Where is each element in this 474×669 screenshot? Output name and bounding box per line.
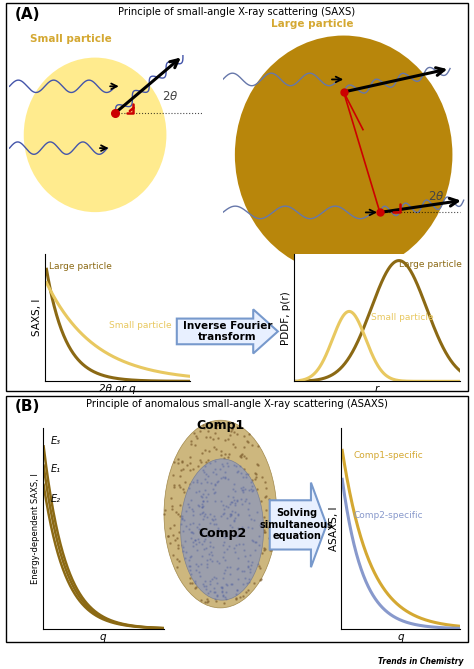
Ellipse shape [181, 459, 264, 600]
Text: Small particle: Small particle [109, 321, 171, 330]
Y-axis label: SAXS, I: SAXS, I [32, 299, 42, 337]
Text: (B): (B) [15, 399, 41, 414]
Y-axis label: Energy-dependent SAXS, I: Energy-dependent SAXS, I [31, 473, 40, 584]
Text: E₁: E₁ [51, 464, 61, 474]
Text: Inverse Fourier
transform: Inverse Fourier transform [182, 320, 272, 343]
Text: Comp1-specific: Comp1-specific [353, 452, 423, 460]
Text: $2\theta$: $2\theta$ [428, 190, 445, 203]
X-axis label: 2θ or q: 2θ or q [99, 384, 136, 394]
Text: (A): (A) [15, 7, 41, 21]
X-axis label: q: q [100, 632, 106, 642]
Text: Principle of small-angle X-ray scattering (SAXS): Principle of small-angle X-ray scatterin… [118, 7, 356, 17]
FancyArrow shape [270, 482, 327, 567]
Text: Comp2: Comp2 [198, 527, 246, 541]
Text: E₃: E₃ [51, 436, 61, 446]
Text: Principle of anomalous small-angle X-ray scattering (ASAXS): Principle of anomalous small-angle X-ray… [86, 399, 388, 409]
Text: E₂: E₂ [51, 494, 61, 504]
Text: Comp1: Comp1 [196, 419, 245, 432]
Text: Small particle: Small particle [30, 34, 111, 44]
Bar [6, 396, 468, 642]
Text: Large particle: Large particle [49, 262, 112, 272]
X-axis label: q: q [397, 632, 404, 642]
Y-axis label: PDDF, p(r): PDDF, p(r) [281, 291, 291, 345]
Ellipse shape [235, 35, 452, 274]
X-axis label: r: r [375, 384, 379, 394]
Y-axis label: ASAXS, I: ASAXS, I [328, 506, 338, 551]
Ellipse shape [164, 420, 277, 608]
FancyArrow shape [177, 309, 278, 353]
Text: $2\theta$: $2\theta$ [162, 90, 179, 102]
Text: Trends in Chemistry: Trends in Chemistry [378, 657, 464, 666]
Text: Large particle: Large particle [399, 260, 462, 269]
Text: Comp2-specific: Comp2-specific [353, 512, 423, 520]
Text: Large particle: Large particle [271, 19, 354, 29]
Ellipse shape [24, 58, 166, 212]
Text: Solving
simultaneous
equation: Solving simultaneous equation [260, 508, 334, 541]
Bar [6, 3, 468, 391]
Text: Small particle: Small particle [371, 313, 434, 322]
